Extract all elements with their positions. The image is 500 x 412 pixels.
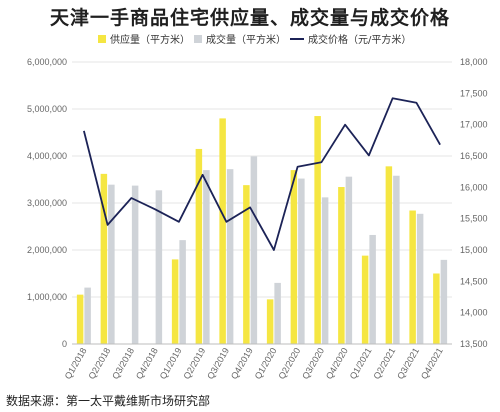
y-tick-label: 4,000,000 (27, 151, 67, 161)
x-tick-label: Q3/2019 (205, 346, 231, 381)
sales-bar (108, 184, 115, 344)
y2-tick-label: 14,000 (460, 308, 488, 318)
x-tick-label: Q4/2019 (229, 346, 255, 381)
x-tick-label: Q3/2021 (395, 346, 421, 381)
supply-bar (314, 116, 321, 344)
x-tick-label: Q4/2020 (324, 346, 350, 381)
sales-bar (84, 287, 91, 344)
sales-bar (155, 190, 163, 344)
chart-title: 天津一手商品住宅供应量、成交量与成交价格 (49, 7, 450, 29)
x-tick-label: Q2/2019 (181, 346, 207, 381)
y2-tick-label: 17,000 (460, 120, 488, 130)
x-tick-label: Q2/2018 (86, 346, 112, 381)
sales-bar (226, 169, 234, 344)
legend-label-supply: 供应量（平方米） (110, 33, 190, 46)
y2-tick-label: 18,000 (460, 57, 488, 67)
x-axis: Q1/2018Q2/2018Q3/2018Q4/2018Q1/2019Q2/20… (63, 343, 452, 381)
x-tick-label: Q2/2020 (276, 346, 302, 381)
x-tick-label: Q1/2019 (158, 346, 184, 381)
y-tick-label: 3,000,000 (27, 198, 67, 208)
y2-tick-label: 15,500 (460, 214, 488, 224)
x-tick-label: Q3/2018 (110, 346, 136, 381)
x-tick-label: Q1/2021 (348, 346, 374, 381)
chart: 0 1,000,000 2,000,000 3,000,000 4,000,000 5,0… (27, 33, 488, 381)
sales-bar (250, 156, 258, 344)
supply-bar (76, 294, 84, 344)
y-axis-right: 13,500 14,000 14,500 15,000 15,500 16,000 16,5… (460, 57, 488, 349)
supply-bar (243, 185, 250, 344)
supply-bar (171, 259, 179, 344)
supply-bar (195, 148, 203, 344)
supply-bar (361, 255, 369, 344)
x-tick-label: Q1/2020 (253, 346, 279, 381)
y-tick-label: 0 (62, 339, 67, 349)
y-axis-left: 0 1,000,000 2,000,000 3,000,000 4,000,000 5,0… (27, 57, 67, 349)
x-tick-label: Q4/2021 (419, 346, 445, 381)
x-tick-label: Q3/2020 (300, 346, 326, 381)
supply-bar (433, 273, 440, 344)
x-tick-label: Q1/2018 (63, 346, 89, 381)
sales-bar (393, 175, 400, 344)
supply-bar (338, 187, 345, 344)
y2-tick-label: 14,500 (460, 276, 488, 286)
supply-bar (266, 299, 274, 344)
sales-bar (203, 170, 210, 344)
y2-tick-label: 17,500 (460, 88, 488, 98)
legend-swatch-supply (98, 35, 106, 43)
supply-bar (100, 173, 108, 344)
price-line-path (83, 97, 441, 251)
bars (76, 116, 448, 345)
legend: 供应量（平方米） 成交量（平方米） 成交价格（元/平方米） (98, 33, 411, 46)
data-source: 数据来源：第一太平戴维斯市场研究部 (6, 394, 211, 408)
sales-bar (345, 176, 353, 344)
y2-tick-label: 16,500 (460, 151, 488, 161)
y2-tick-label: 16,000 (460, 182, 488, 192)
y-tick-label: 1,000,000 (27, 292, 67, 302)
y-tick-label: 5,000,000 (27, 104, 67, 114)
sales-bar (131, 185, 139, 344)
y-tick-label: 2,000,000 (27, 245, 67, 255)
sales-bar (440, 259, 448, 344)
sales-bar (416, 213, 424, 344)
x-tick-label: Q4/2018 (134, 346, 160, 381)
sales-bar (321, 197, 329, 344)
legend-label-sales: 成交量（平方米） (206, 33, 286, 46)
supply-bar (409, 210, 416, 344)
price-line (83, 97, 441, 251)
legend-swatch-sales (194, 35, 202, 43)
supply-bar (385, 166, 393, 344)
sales-bar (298, 178, 305, 344)
sales-bar (179, 240, 186, 344)
supply-bar (219, 118, 226, 345)
y-tick-label: 6,000,000 (27, 57, 67, 67)
x-tick-label: Q2/2021 (371, 346, 397, 381)
legend-label-price: 成交价格（元/平方米） (308, 33, 411, 46)
sales-bar (274, 282, 281, 344)
y2-tick-label: 15,000 (460, 245, 488, 255)
y2-tick-label: 13,500 (460, 339, 488, 349)
sales-bar (369, 234, 376, 344)
supply-bar (290, 170, 298, 344)
